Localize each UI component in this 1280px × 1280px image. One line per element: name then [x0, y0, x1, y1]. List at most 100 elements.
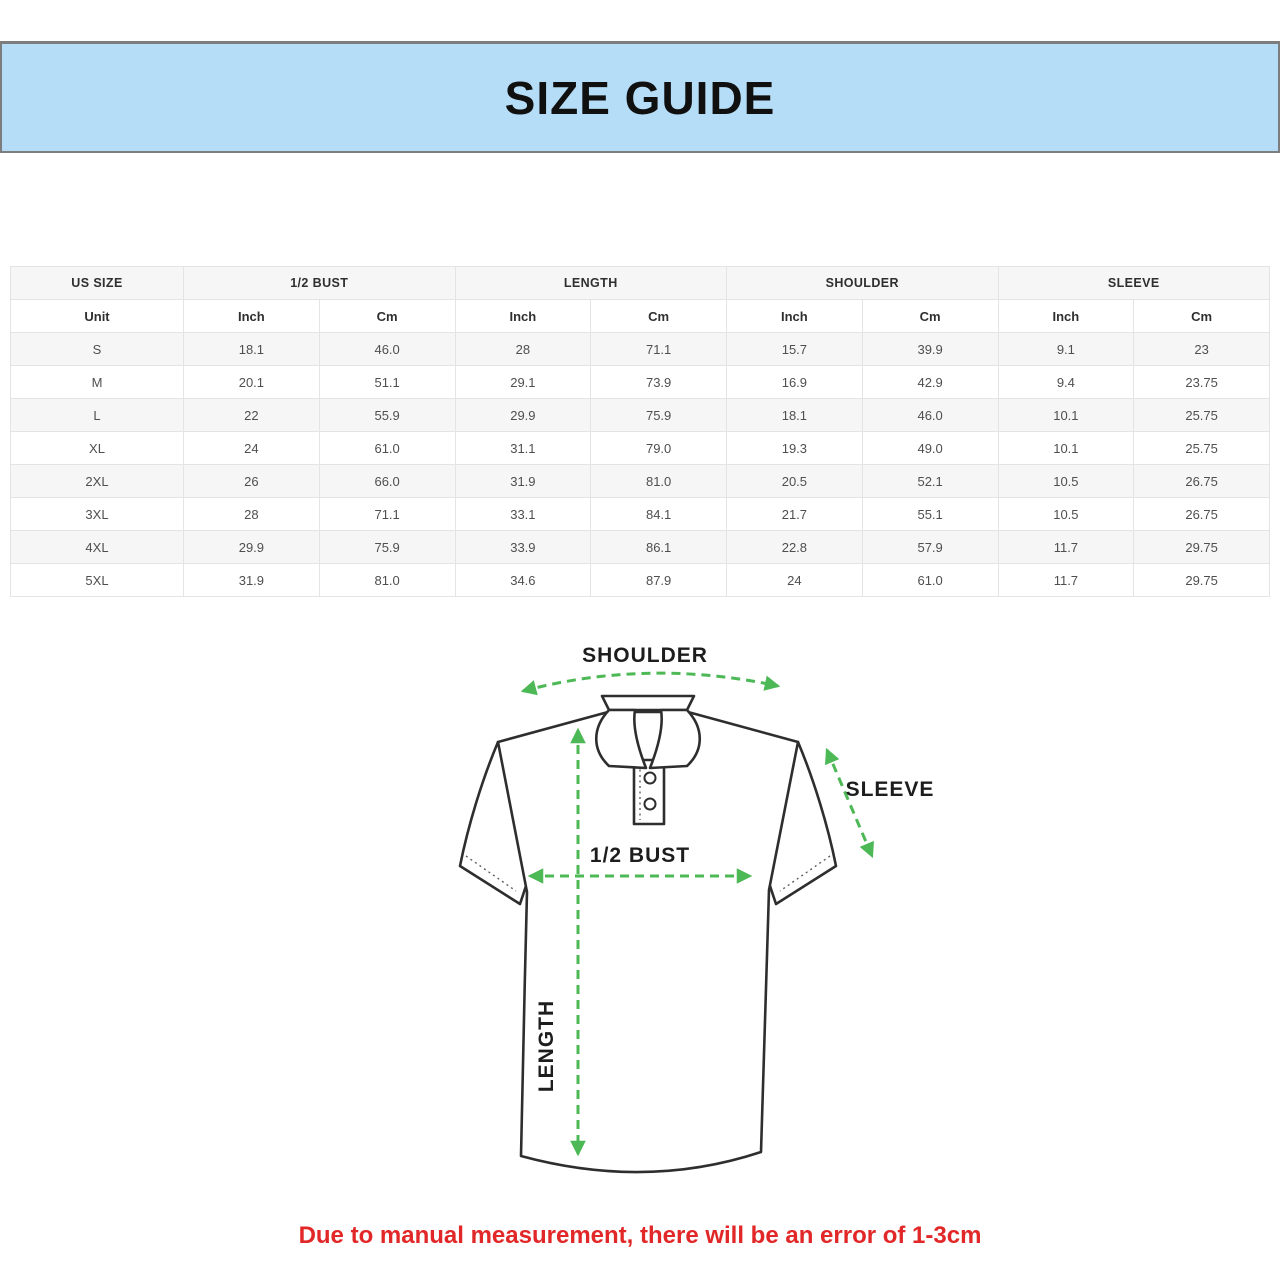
value-cell: 23.75	[1133, 365, 1270, 399]
value-cell: 24	[183, 431, 320, 465]
inch-header: Inch	[183, 299, 320, 333]
left-cuff-stitch	[465, 855, 517, 892]
value-cell: 66.0	[318, 464, 456, 498]
table-row: XL 24 61.0 31.1 79.0 19.3 49.0 10.1 25.75	[10, 431, 1270, 465]
value-cell: 20.5	[726, 464, 863, 498]
inch-header: Inch	[997, 299, 1135, 333]
table-row: 4XL 29.9 75.9 33.9 86.1 22.8 57.9 11.7 29.75	[10, 530, 1270, 564]
collar-band	[600, 694, 696, 712]
value-cell: 71.1	[318, 497, 456, 531]
value-cell: 61.0	[861, 563, 999, 597]
value-cell: 9.4	[997, 365, 1135, 399]
table-group-header-row: US SIZE 1/2 BUST LENGTH SHOULDER SLEEVE	[10, 266, 1270, 300]
value-cell: 81.0	[590, 464, 727, 498]
group-header-sleeve: SLEEVE	[997, 266, 1270, 300]
polo-shirt-diagram: SHOULDER SLEEVE 1/2 BUST LENGTH	[390, 628, 950, 1208]
value-cell: 10.5	[997, 464, 1135, 498]
group-header-shoulder: SHOULDER	[726, 266, 999, 300]
shoulder-arrow	[520, 671, 781, 696]
value-cell: 73.9	[590, 365, 727, 399]
value-cell: 75.9	[590, 398, 727, 432]
size-cell: S	[10, 332, 184, 366]
size-cell: XL	[10, 431, 184, 465]
value-cell: 39.9	[861, 332, 999, 366]
value-cell: 28	[454, 332, 592, 366]
value-cell: 29.9	[183, 530, 320, 564]
value-cell: 29.9	[454, 398, 592, 432]
cm-header: Cm	[1133, 299, 1270, 333]
size-table-body: S 18.1 46.0 28 71.1 15.7 39.9 9.1 23 M 20.1 51.1 29.…	[10, 332, 1270, 597]
value-cell: 33.1	[454, 497, 592, 531]
group-header-bust: 1/2 BUST	[183, 266, 456, 300]
value-cell: 51.1	[318, 365, 456, 399]
value-cell: 49.0	[861, 431, 999, 465]
sleeve-label: SLEEVE	[846, 778, 935, 801]
value-cell: 16.9	[726, 365, 863, 399]
inch-header: Inch	[454, 299, 592, 333]
group-header-length: LENGTH	[454, 266, 727, 300]
value-cell: 84.1	[590, 497, 727, 531]
value-cell: 18.1	[726, 398, 863, 432]
value-cell: 29.75	[1133, 530, 1270, 564]
collar-right-flap	[648, 708, 701, 770]
value-cell: 81.0	[318, 563, 456, 597]
size-cell: M	[10, 365, 184, 399]
value-cell: 10.1	[997, 398, 1135, 432]
value-cell: 26.75	[1133, 464, 1270, 498]
value-cell: 10.5	[997, 497, 1135, 531]
value-cell: 21.7	[726, 497, 863, 531]
value-cell: 57.9	[861, 530, 999, 564]
value-cell: 24	[726, 563, 863, 597]
value-cell: 22	[183, 398, 320, 432]
table-row: 2XL 26 66.0 31.9 81.0 20.5 52.1 10.5 26.75	[10, 464, 1270, 498]
bust-label: 1/2 BUST	[590, 844, 690, 867]
value-cell: 87.9	[590, 563, 727, 597]
inch-header: Inch	[726, 299, 863, 333]
group-header-us-size: US SIZE	[10, 266, 184, 300]
value-cell: 11.7	[997, 563, 1135, 597]
shoulder-label: SHOULDER	[582, 644, 708, 667]
placket	[632, 758, 666, 826]
cm-header: Cm	[318, 299, 456, 333]
value-cell: 26.75	[1133, 497, 1270, 531]
value-cell: 10.1	[997, 431, 1135, 465]
value-cell: 23	[1133, 332, 1270, 366]
value-cell: 46.0	[861, 398, 999, 432]
table-units-row: Unit Inch Cm Inch Cm Inch Cm Inch Cm	[10, 299, 1270, 333]
cm-header: Cm	[590, 299, 727, 333]
value-cell: 28	[183, 497, 320, 531]
page-title: SIZE GUIDE	[504, 71, 776, 124]
button	[643, 797, 657, 811]
value-cell: 31.9	[183, 563, 320, 597]
unit-header: Unit	[10, 299, 184, 333]
collar-left-flap	[595, 708, 648, 770]
value-cell: 9.1	[997, 332, 1135, 366]
value-cell: 29.75	[1133, 563, 1270, 597]
size-cell: L	[10, 398, 184, 432]
sleeve-arrow	[825, 747, 874, 859]
value-cell: 18.1	[183, 332, 320, 366]
button	[643, 771, 657, 785]
value-cell: 71.1	[590, 332, 727, 366]
value-cell: 46.0	[318, 332, 456, 366]
value-cell: 25.75	[1133, 431, 1270, 465]
value-cell: 55.1	[861, 497, 999, 531]
value-cell: 15.7	[726, 332, 863, 366]
value-cell: 42.9	[861, 365, 999, 399]
value-cell: 52.1	[861, 464, 999, 498]
size-table: US SIZE 1/2 BUST LENGTH SHOULDER SLEEVE …	[10, 266, 1270, 597]
table-row: S 18.1 46.0 28 71.1 15.7 39.9 9.1 23	[10, 332, 1270, 366]
value-cell: 31.1	[454, 431, 592, 465]
right-cuff-stitch	[779, 855, 831, 892]
value-cell: 34.6	[454, 563, 592, 597]
table-row: L 22 55.9 29.9 75.9 18.1 46.0 10.1 25.75	[10, 398, 1270, 432]
size-cell: 3XL	[10, 497, 184, 531]
size-guide-banner: SIZE GUIDE	[0, 41, 1280, 153]
value-cell: 26	[183, 464, 320, 498]
value-cell: 33.9	[454, 530, 592, 564]
value-cell: 11.7	[997, 530, 1135, 564]
value-cell: 19.3	[726, 431, 863, 465]
value-cell: 29.1	[454, 365, 592, 399]
table-row: 3XL 28 71.1 33.1 84.1 21.7 55.1 10.5 26.75	[10, 497, 1270, 531]
length-label: LENGTH	[535, 1000, 558, 1092]
